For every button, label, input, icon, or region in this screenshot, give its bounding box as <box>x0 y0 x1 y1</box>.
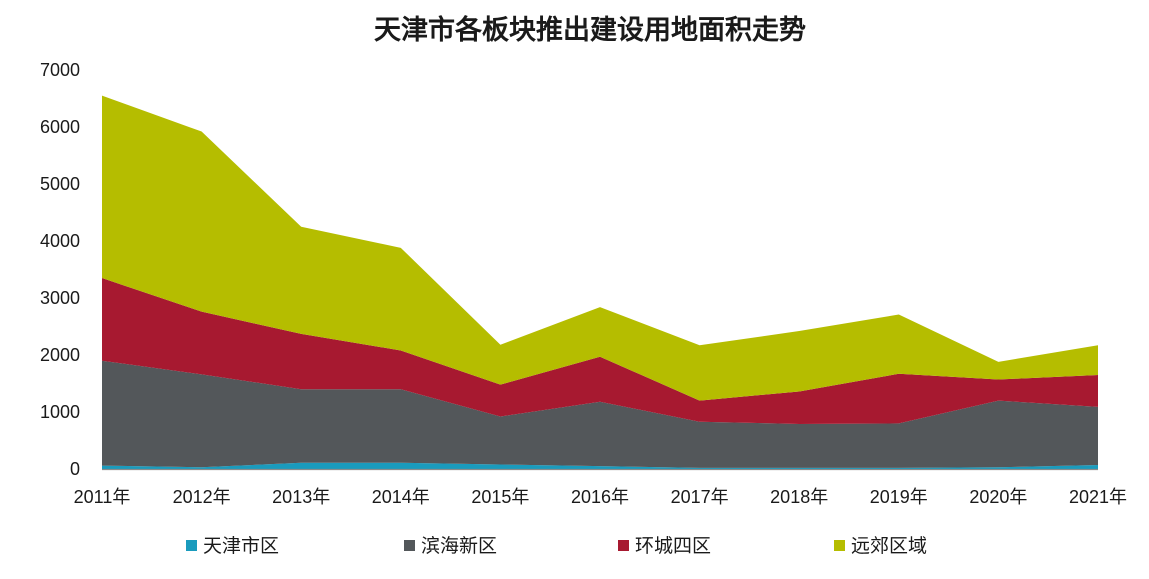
legend-label: 环城四区 <box>635 535 711 557</box>
legend: 天津市区 滨海新区 环城四区 远郊区域 <box>186 535 927 557</box>
x-tick-label: 2011年 <box>74 487 131 507</box>
legend-label: 远郊区域 <box>851 535 927 557</box>
y-tick-label: 5000 <box>40 174 80 194</box>
legend-swatch <box>404 540 415 551</box>
area-series-3 <box>102 278 1098 424</box>
x-tick-label: 2012年 <box>173 487 231 507</box>
axes: 0 1000 2000 3000 4000 5000 6000 7000 2011年 2012年 2… <box>40 60 1127 507</box>
legend-swatch <box>618 540 629 551</box>
legend-label: 天津市区 <box>203 535 279 557</box>
legend-item: 环城四区 <box>618 535 711 557</box>
y-tick-label: 7000 <box>40 60 80 80</box>
y-tick-label: 1000 <box>40 402 80 422</box>
legend-swatch <box>186 540 197 551</box>
y-tick-label: 0 <box>70 459 80 479</box>
y-tick-label: 4000 <box>40 231 80 251</box>
y-tick-label: 2000 <box>40 345 80 365</box>
x-tick-label: 2017年 <box>671 487 729 507</box>
x-tick-label: 2020年 <box>969 487 1027 507</box>
area-series-4 <box>102 95 1098 401</box>
legend-swatch <box>834 540 845 551</box>
x-tick-label: 2013年 <box>272 487 330 507</box>
x-tick-label: 2018年 <box>770 487 828 507</box>
legend-item: 天津市区 <box>186 535 279 557</box>
legend-item: 远郊区域 <box>834 535 927 557</box>
y-tick-label: 3000 <box>40 288 80 308</box>
x-tick-label: 2014年 <box>372 487 430 507</box>
chart-title: 天津市各板块推出建设用地面积走势 <box>374 14 806 46</box>
area-series-1 <box>102 462 1098 469</box>
legend-item: 滨海新区 <box>404 535 497 557</box>
legend-label: 滨海新区 <box>421 535 497 557</box>
y-tick-label: 6000 <box>40 117 80 137</box>
area-series-2 <box>102 360 1098 468</box>
areas-layer <box>102 95 1098 469</box>
x-tick-label: 2016年 <box>571 487 629 507</box>
x-tick-label: 2019年 <box>870 487 928 507</box>
x-tick-label: 2015年 <box>471 487 529 507</box>
x-tick-label: 2021年 <box>1069 487 1127 507</box>
